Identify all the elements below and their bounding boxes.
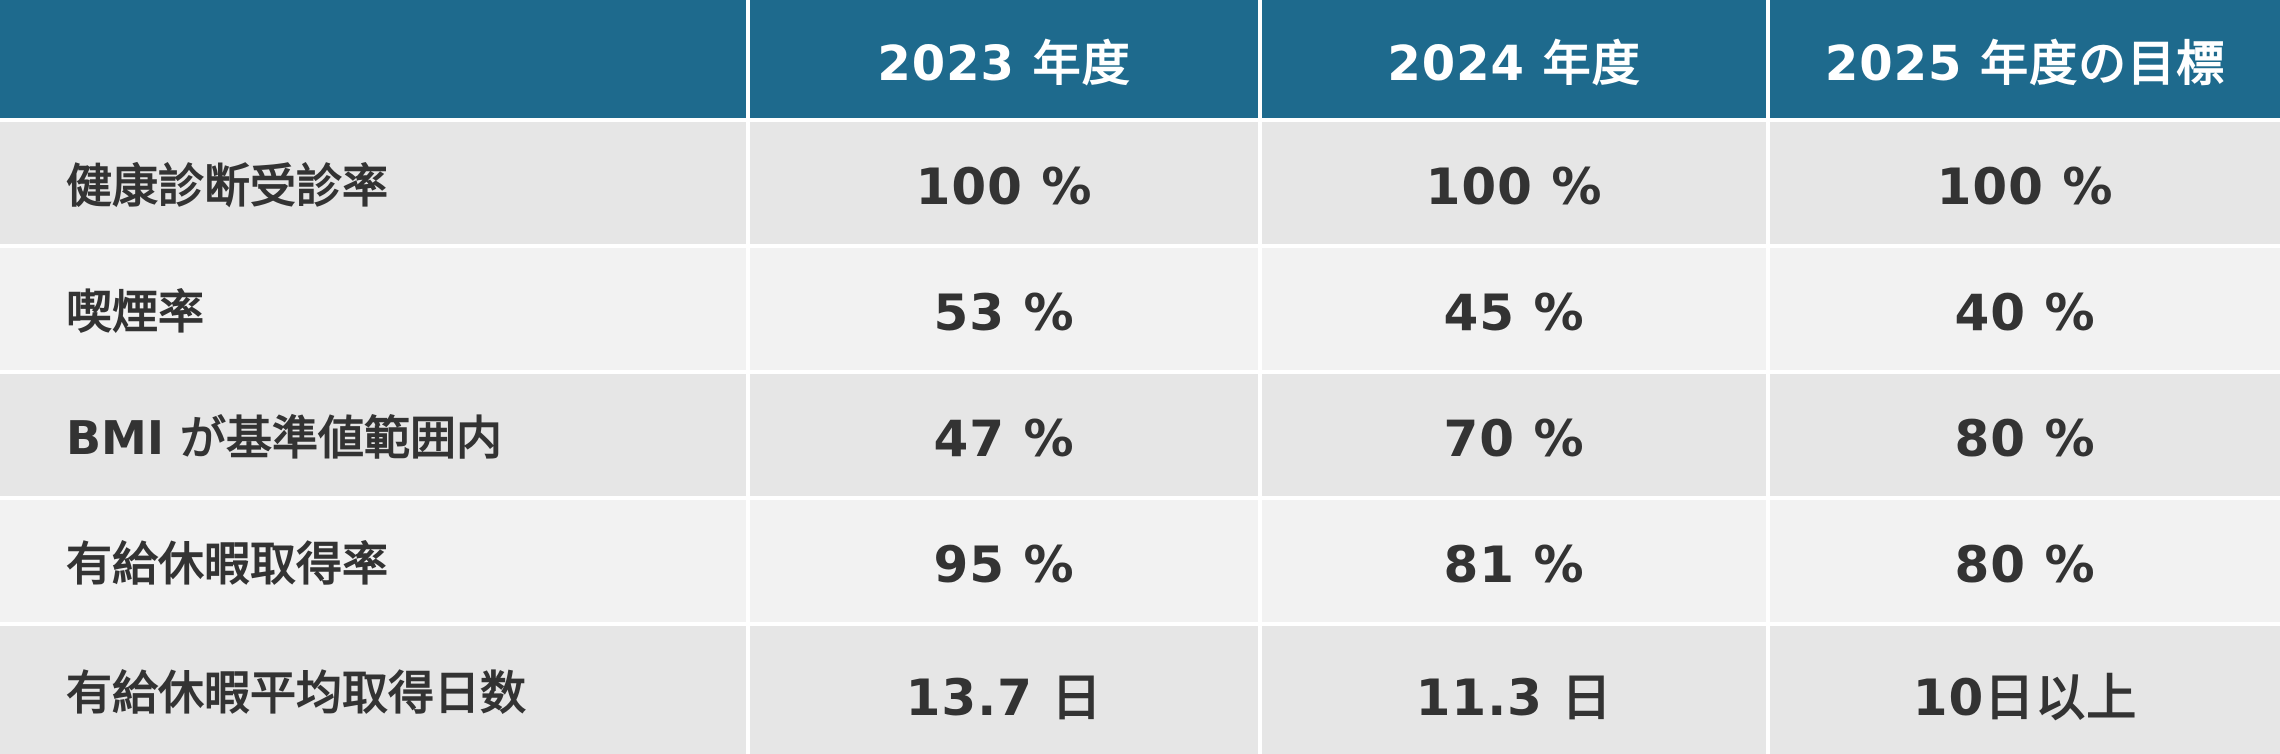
- value-2023: 53 %: [746, 244, 1262, 374]
- table-header-row: 2023 年度 2024 年度 2025 年度の目標: [0, 0, 2280, 122]
- table-row: BMI が基準値範囲内 47 % 70 % 80 %: [0, 370, 2280, 500]
- value-2025-target: 10日以上: [1766, 622, 2280, 754]
- value-2025-target: 40 %: [1766, 244, 2280, 374]
- value-2023: 95 %: [746, 496, 1262, 626]
- header-2025-target: 2025 年度の目標: [1766, 0, 2280, 122]
- value-2023: 100 %: [746, 118, 1262, 248]
- table-row: 有給休暇取得率 95 % 81 % 80 %: [0, 496, 2280, 626]
- row-label-smoking-rate: 喫煙率: [0, 244, 750, 374]
- value-2024: 45 %: [1258, 244, 1770, 374]
- value-2025-target: 100 %: [1766, 118, 2280, 248]
- value-2024: 100 %: [1258, 118, 1770, 248]
- row-label-checkup-rate: 健康診断受診率: [0, 118, 750, 248]
- value-2023: 47 %: [746, 370, 1262, 500]
- table-row: 喫煙率 53 % 45 % 40 %: [0, 244, 2280, 374]
- header-empty-cell: [0, 0, 750, 122]
- row-label-paid-leave-rate: 有給休暇取得率: [0, 496, 750, 626]
- row-label-paid-leave-days: 有給休暇平均取得日数: [0, 622, 750, 754]
- value-2024: 70 %: [1258, 370, 1770, 500]
- table-row: 健康診断受診率 100 % 100 % 100 %: [0, 118, 2280, 248]
- value-2025-target: 80 %: [1766, 370, 2280, 500]
- header-2024: 2024 年度: [1258, 0, 1770, 122]
- row-label-bmi: BMI が基準値範囲内: [0, 370, 750, 500]
- value-2023: 13.7 日: [746, 622, 1262, 754]
- value-2024: 81 %: [1258, 496, 1770, 626]
- value-2025-target: 80 %: [1766, 496, 2280, 626]
- value-2024: 11.3 日: [1258, 622, 1770, 754]
- header-2023: 2023 年度: [746, 0, 1262, 122]
- table-row: 有給休暇平均取得日数 13.7 日 11.3 日 10日以上: [0, 622, 2280, 754]
